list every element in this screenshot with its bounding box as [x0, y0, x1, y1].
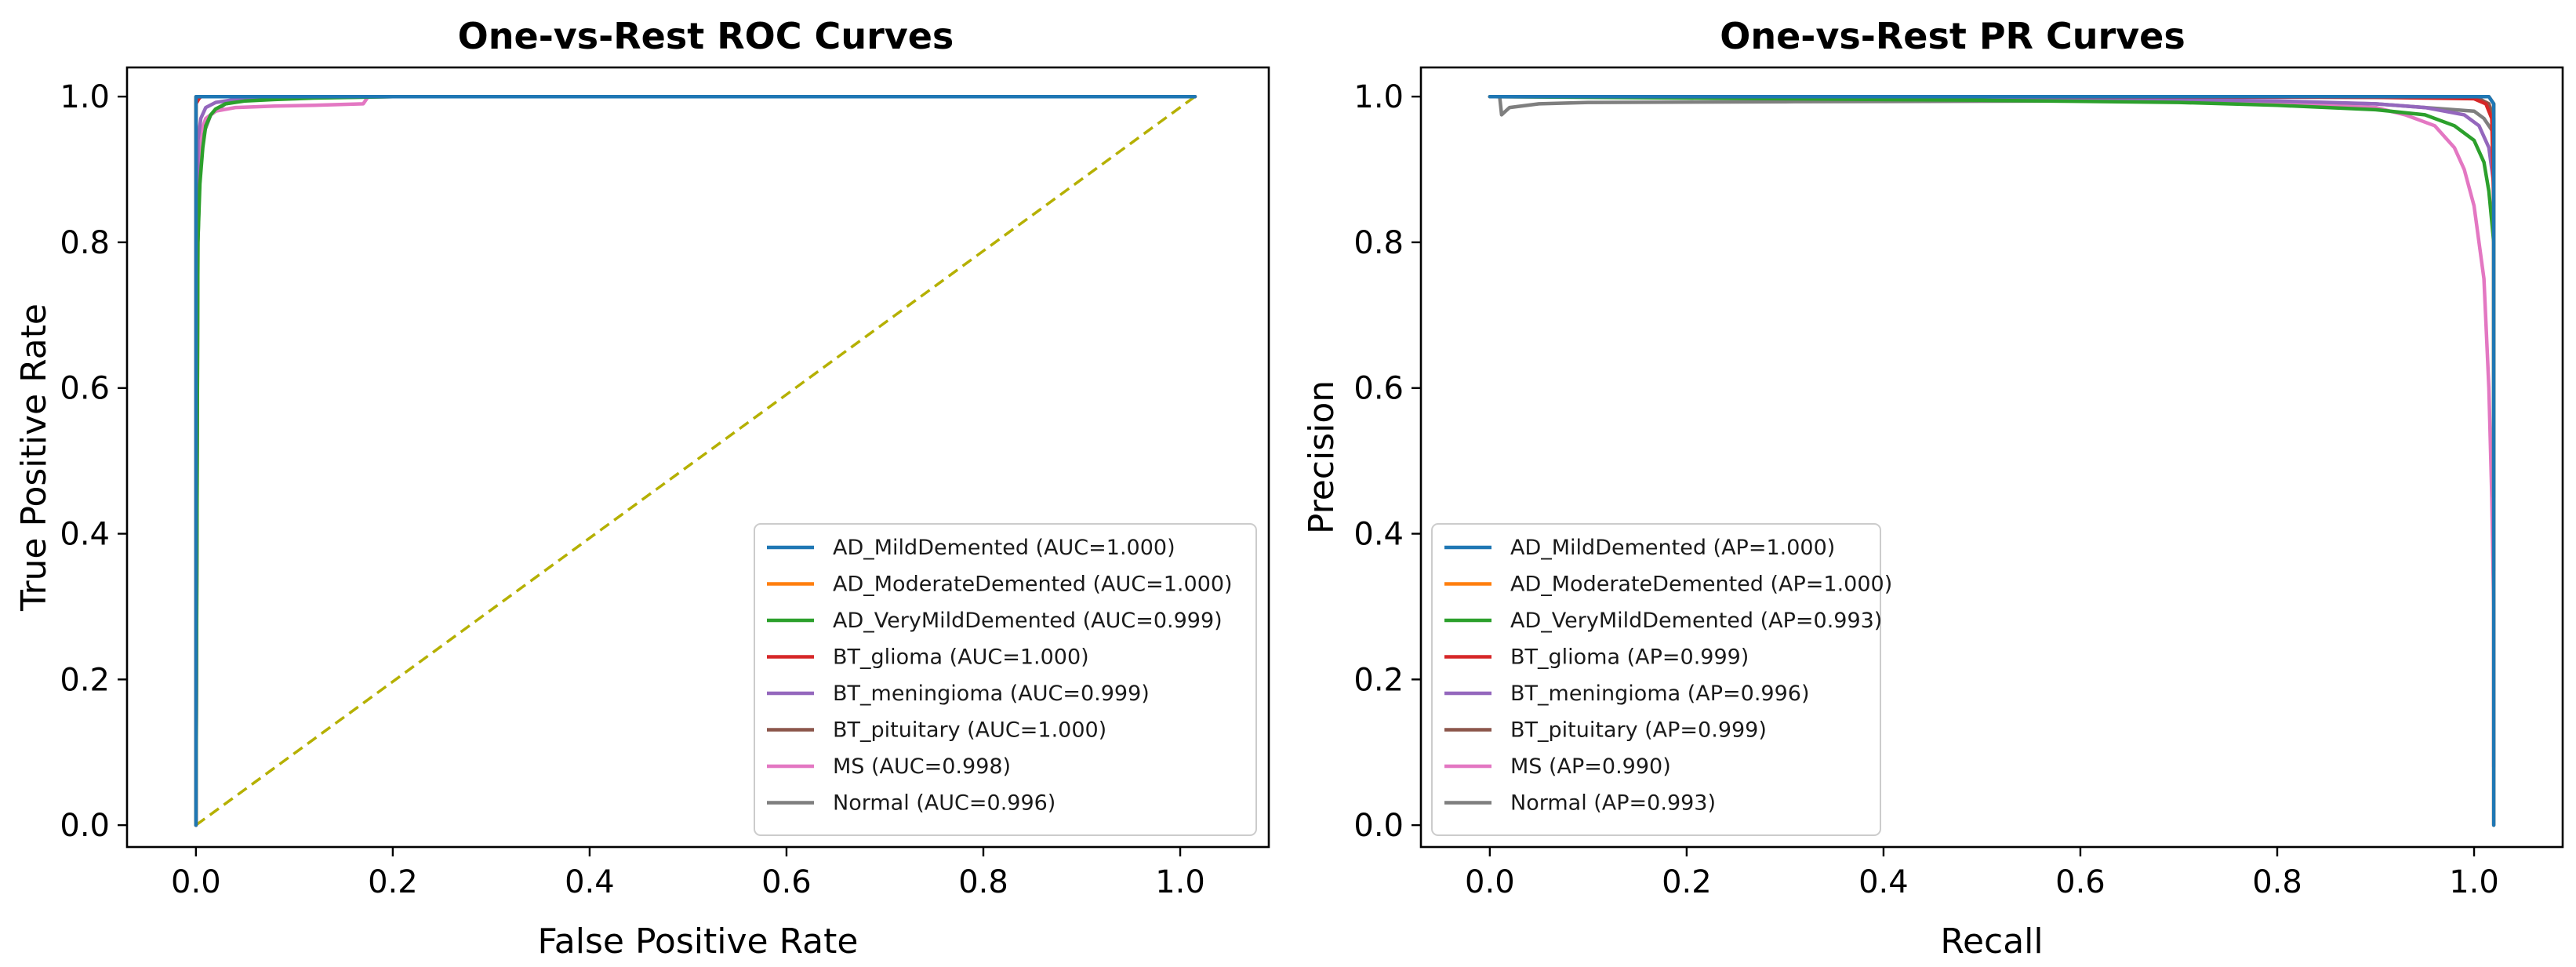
- roc-y-axis-label: True Positive Rate: [14, 304, 54, 612]
- pr-curve: [1488, 94, 2496, 500]
- pr-y-tick-label: 0.8: [1353, 225, 1404, 261]
- pr-y-tick-label: 1.0: [1353, 79, 1404, 115]
- roc-x-tick-label: 0.8: [958, 864, 1008, 900]
- pr-panel: One-vs-Rest PR Curves 0.0 0.2 0.4 0.6 0.8 1.0…: [1302, 15, 2564, 962]
- pr-axes-frame: [1419, 66, 2564, 849]
- roc-y-tick-label: 0.6: [60, 371, 110, 407]
- pr-y-tick-label: 0.6: [1353, 371, 1404, 407]
- roc-curve: [194, 94, 1197, 827]
- roc-legend-label: AD_VeryMildDemented (AUC=0.999): [833, 609, 1223, 633]
- pr-legend-label: AD_MildDemented (AP=1.000): [1510, 536, 1835, 560]
- roc-x-tick-label: 0.2: [368, 864, 418, 900]
- roc-legend-label: Normal (AUC=0.996): [833, 791, 1055, 816]
- roc-legend-label: BT_glioma (AUC=1.000): [833, 645, 1089, 670]
- roc-x-tick-label: 0.0: [171, 864, 221, 900]
- roc-legend-label: AD_ModerateDemented (AUC=1.000): [833, 573, 1233, 597]
- roc-legend-label: MS (AUC=0.998): [833, 754, 1011, 779]
- pr-legend-label: BT_pituitary (AP=0.999): [1510, 718, 1767, 743]
- roc-x-tick-label: 0.4: [565, 864, 615, 900]
- pr-plot-area: [1488, 94, 2496, 827]
- pr-x-axis-label: Recall: [1940, 922, 2043, 962]
- pr-legend-label: AD_VeryMildDemented (AP=0.993): [1510, 609, 1882, 633]
- roc-ticks: 0.0 0.2 0.4 0.6 0.8 1.0 0.0 0.2 0.4 0.6 0.8 1.0: [60, 79, 1204, 900]
- pr-x-tick-label: 0.4: [1858, 864, 1909, 900]
- roc-y-tick-label: 1.0: [60, 79, 110, 115]
- roc-legend: AD_MildDemented (AUC=1.000) AD_ModerateDe…: [754, 523, 1257, 836]
- pr-y-tick-label: 0.0: [1353, 808, 1404, 844]
- roc-x-tick-label: 1.0: [1155, 864, 1205, 900]
- pr-legend-label: BT_meningioma (AP=0.996): [1510, 682, 1809, 706]
- pr-curve: [1498, 94, 2496, 573]
- roc-legend-label: BT_meningioma (AUC=0.999): [833, 682, 1150, 706]
- pr-ticks: 0.0 0.2 0.4 0.6 0.8 1.0 0.0 0.2 0.4 0.6 0.8 1.0: [1353, 79, 2498, 900]
- roc-plot-area: [194, 94, 1197, 827]
- pr-x-tick-label: 0.6: [2055, 864, 2105, 900]
- pr-legend-box: [1431, 523, 1881, 836]
- pr-y-axis-label: Precision: [1302, 380, 1342, 534]
- roc-axes-frame: [125, 66, 1270, 849]
- roc-title: One-vs-Rest ROC Curves: [458, 15, 954, 57]
- pr-x-tick-label: 0.8: [2252, 864, 2302, 900]
- roc-y-tick-label: 0.8: [60, 225, 110, 261]
- pr-x-tick-label: 1.0: [2449, 864, 2499, 900]
- pr-legend-label: MS (AP=0.990): [1510, 754, 1671, 779]
- roc-legend-label: AD_MildDemented (AUC=1.000): [833, 536, 1175, 560]
- roc-panel: One-vs-Rest ROC Curves 0.0 0.2 0.4 0.6 0.8 1.…: [14, 15, 1270, 962]
- pr-legend: AD_MildDemented (AP=1.000) AD_ModerateDem…: [1431, 523, 1892, 836]
- pr-legend-label: Normal (AP=0.993): [1510, 791, 1716, 816]
- roc-y-tick-label: 0.4: [60, 517, 110, 553]
- pr-y-tick-label: 0.2: [1353, 662, 1404, 698]
- roc-legend-box: [754, 523, 1257, 836]
- pr-x-tick-label: 0.2: [1662, 864, 1712, 900]
- pr-curve: [1488, 94, 2496, 390]
- pr-x-tick-label: 0.0: [1465, 864, 1515, 900]
- roc-y-tick-label: 0.2: [60, 662, 110, 698]
- pr-legend-label: BT_glioma (AP=0.999): [1510, 645, 1749, 670]
- roc-x-tick-label: 0.6: [761, 864, 812, 900]
- pr-legend-label: AD_ModerateDemented (AP=1.000): [1510, 573, 1892, 597]
- pr-curve: [1488, 94, 2496, 208]
- roc-y-tick-label: 0.0: [60, 808, 110, 844]
- roc-legend-label: BT_pituitary (AUC=1.000): [833, 718, 1106, 743]
- pr-curve: [1488, 94, 2496, 827]
- pr-title: One-vs-Rest PR Curves: [1720, 15, 2185, 57]
- roc-x-axis-label: False Positive Rate: [538, 922, 859, 962]
- pr-y-tick-label: 0.4: [1353, 517, 1404, 553]
